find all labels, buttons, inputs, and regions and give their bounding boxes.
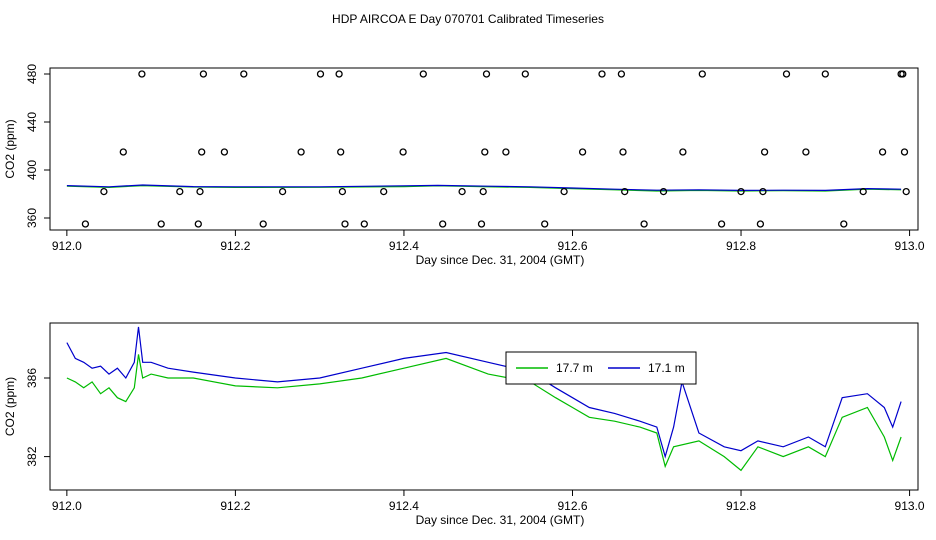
scatter-point: [899, 70, 907, 78]
scatter-point: [598, 70, 606, 78]
scatter-point: [297, 148, 305, 156]
scatter-point: [878, 148, 887, 156]
scatter-point: [698, 70, 706, 78]
x-tick-label: 912.2: [220, 499, 250, 513]
scatter-point: [199, 70, 208, 78]
legend-entry-2: 17.1 m: [648, 361, 685, 375]
y-tick-label: 400: [25, 160, 39, 180]
scatter-point: [859, 187, 867, 196]
scatter-point: [119, 148, 127, 156]
y-tick-label: 382: [25, 446, 39, 466]
x-tick-label: 912.8: [726, 239, 756, 253]
scatter-point: [316, 70, 325, 78]
scatter-point: [541, 220, 549, 228]
x-tick-label: 913.0: [895, 239, 925, 253]
x-tick-label: 912.6: [557, 499, 587, 513]
x-tick-label: 913.0: [895, 499, 925, 513]
scatter-point: [337, 148, 345, 156]
x-tick-label: 912.4: [389, 239, 419, 253]
scatter-point: [619, 148, 627, 156]
scatter-point: [338, 187, 347, 196]
scatter-point: [802, 148, 810, 156]
scatter-point: [278, 187, 287, 196]
y-tick-label: 386: [25, 368, 39, 388]
scatter-point: [902, 187, 910, 196]
series-line-2: [66, 184, 902, 192]
scatter-point: [640, 220, 648, 228]
legend: 17.7 m 17.1 m: [505, 351, 697, 385]
scatter-point: [759, 187, 767, 196]
scatter-point: [479, 187, 487, 196]
scatter-point: [196, 187, 204, 196]
scatter-point: [335, 70, 343, 78]
scatter-point: [240, 70, 248, 78]
x-tick-label: 912.0: [52, 239, 82, 253]
scatter-point: [659, 187, 668, 196]
scatter-point: [521, 70, 529, 78]
scatter-point: [259, 220, 267, 228]
scatter-point: [737, 187, 745, 196]
scatter-point: [679, 148, 687, 156]
scatter-point: [157, 220, 165, 228]
scatter-point: [100, 187, 108, 196]
scatter-point: [176, 187, 184, 196]
x-tick-label: 912.0: [52, 499, 82, 513]
scatter-point: [560, 187, 568, 196]
y-tick-label: 360: [25, 208, 39, 228]
scatter-point: [458, 187, 466, 196]
scatter-point: [760, 148, 769, 156]
x-axis-label: Day since Dec. 31, 2004 (GMT): [416, 513, 585, 527]
scatter-point: [782, 70, 791, 78]
scatter-point: [360, 220, 368, 228]
scatter-point: [477, 220, 486, 228]
scatter-point: [717, 220, 726, 228]
y-axis-label: CO2 (ppm): [3, 119, 17, 178]
chart-panel-1: 912.0 912.2 912.4 912.6 912.8 913.0 360 400 440 4…: [3, 64, 925, 267]
x-tick-label: 912.2: [220, 239, 250, 253]
scatter-point: [617, 70, 626, 78]
scatter-point: [900, 148, 909, 156]
y-tick-label: 480: [25, 64, 39, 84]
x-tick-label: 912.6: [557, 239, 587, 253]
scatter-point: [840, 220, 848, 228]
scatter-point: [439, 220, 447, 228]
scatter-point: [821, 70, 829, 78]
plot-frame: [49, 322, 919, 491]
scatter-point: [502, 148, 510, 156]
x-tick-label: 912.4: [389, 499, 419, 513]
figure-title: HDP AIRCOA E Day 070701 Calibrated Times…: [332, 12, 604, 26]
scatter-point: [380, 187, 388, 196]
scatter-point: [138, 70, 146, 78]
scatter-point: [81, 220, 90, 228]
scatter-point: [419, 70, 427, 78]
scatter-point: [578, 148, 587, 156]
scatter-point: [621, 187, 629, 196]
scatter-point: [481, 148, 489, 156]
scatter-point: [220, 148, 229, 156]
scatter-point: [198, 148, 206, 156]
legend-entry-1: 17.7 m: [556, 361, 593, 375]
x-tick-label: 912.8: [726, 499, 756, 513]
y-tick-label: 440: [25, 112, 39, 132]
scatter-point: [399, 148, 407, 156]
chart-panel-2: 912.0 912.2 912.4 912.6 912.8 913.0 382 386 Day …: [3, 322, 925, 527]
x-axis-label: Day since Dec. 31, 2004 (GMT): [416, 253, 585, 267]
scatter-point: [194, 220, 202, 228]
scatter-point: [756, 220, 765, 228]
plot-frame: [49, 67, 919, 231]
scatter-point: [341, 220, 349, 228]
scatter-point: [482, 70, 491, 78]
y-axis-label: CO2 (ppm): [3, 377, 17, 436]
